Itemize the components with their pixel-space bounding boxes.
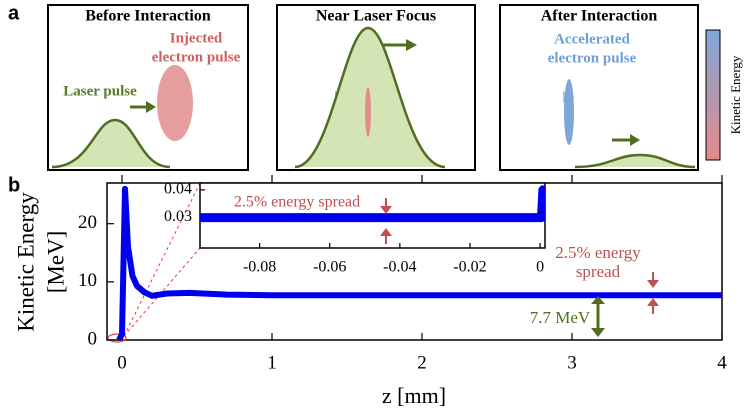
arrow-head: [406, 39, 417, 51]
zoom-line: [123, 247, 201, 337]
y-tick-label: 0: [88, 328, 98, 349]
box-title: Before Interaction: [85, 8, 211, 25]
zoom-marker: [107, 333, 127, 343]
x-tick-label: 0: [536, 259, 544, 276]
label: Injected: [170, 30, 223, 46]
x-tick-label: 3: [567, 352, 577, 373]
y-tick-label: 0.04: [164, 181, 192, 198]
x-tick-label: 4: [717, 352, 727, 373]
annotation: 7.7 MeV: [530, 308, 591, 327]
x-axis-label: z [mm]: [382, 383, 446, 408]
annotation: 2.5% energy spread: [234, 194, 360, 211]
box: [499, 4, 699, 171]
label: electron pulse: [152, 49, 241, 65]
data-line: [116, 185, 722, 340]
colorbar: [705, 29, 721, 161]
x-tick-label: 1: [267, 352, 277, 373]
y-axis-label: Kinetic Energy: [13, 192, 38, 332]
energy-arrow: [591, 296, 605, 337]
zoom-line: [123, 182, 201, 337]
x-tick-label: 0: [117, 352, 127, 373]
x-tick-label: -0.08: [243, 259, 276, 276]
laser-pulse: [574, 153, 696, 169]
box: [47, 4, 249, 171]
label: electron pulse: [548, 50, 637, 66]
x-tick-label: -0.04: [383, 259, 416, 276]
data-line: [200, 185, 545, 223]
box-title: Near Laser Focus: [316, 8, 436, 25]
y-tick-label: 0.03: [164, 208, 192, 225]
laser-pulse: [51, 118, 171, 169]
x-tick-label: -0.06: [313, 259, 346, 276]
box: [276, 4, 476, 171]
y-tick-label: 10: [78, 270, 97, 291]
x-tick-label: -0.02: [453, 259, 486, 276]
annotation: 2.5% energy: [555, 243, 641, 262]
spread-arrows: [380, 198, 659, 314]
annotation: spread: [576, 262, 621, 281]
electron-pulse: [365, 87, 371, 137]
arrow-head: [630, 134, 640, 146]
y-axis-label: [MeV]: [43, 231, 68, 294]
arrow-head: [146, 101, 156, 113]
label: Laser pulse: [63, 83, 137, 99]
colorbar-label: Kinetic Energy: [728, 55, 743, 134]
box-title: After Interaction: [541, 8, 658, 25]
y-tick-label: 20: [78, 212, 97, 233]
x-tick-label: 2: [417, 352, 427, 373]
panel-label: b: [8, 174, 20, 196]
label: Accelerated: [554, 31, 630, 47]
panel-label: a: [8, 2, 20, 24]
electron-pulse: [564, 79, 574, 145]
electron-pulse: [157, 65, 193, 141]
